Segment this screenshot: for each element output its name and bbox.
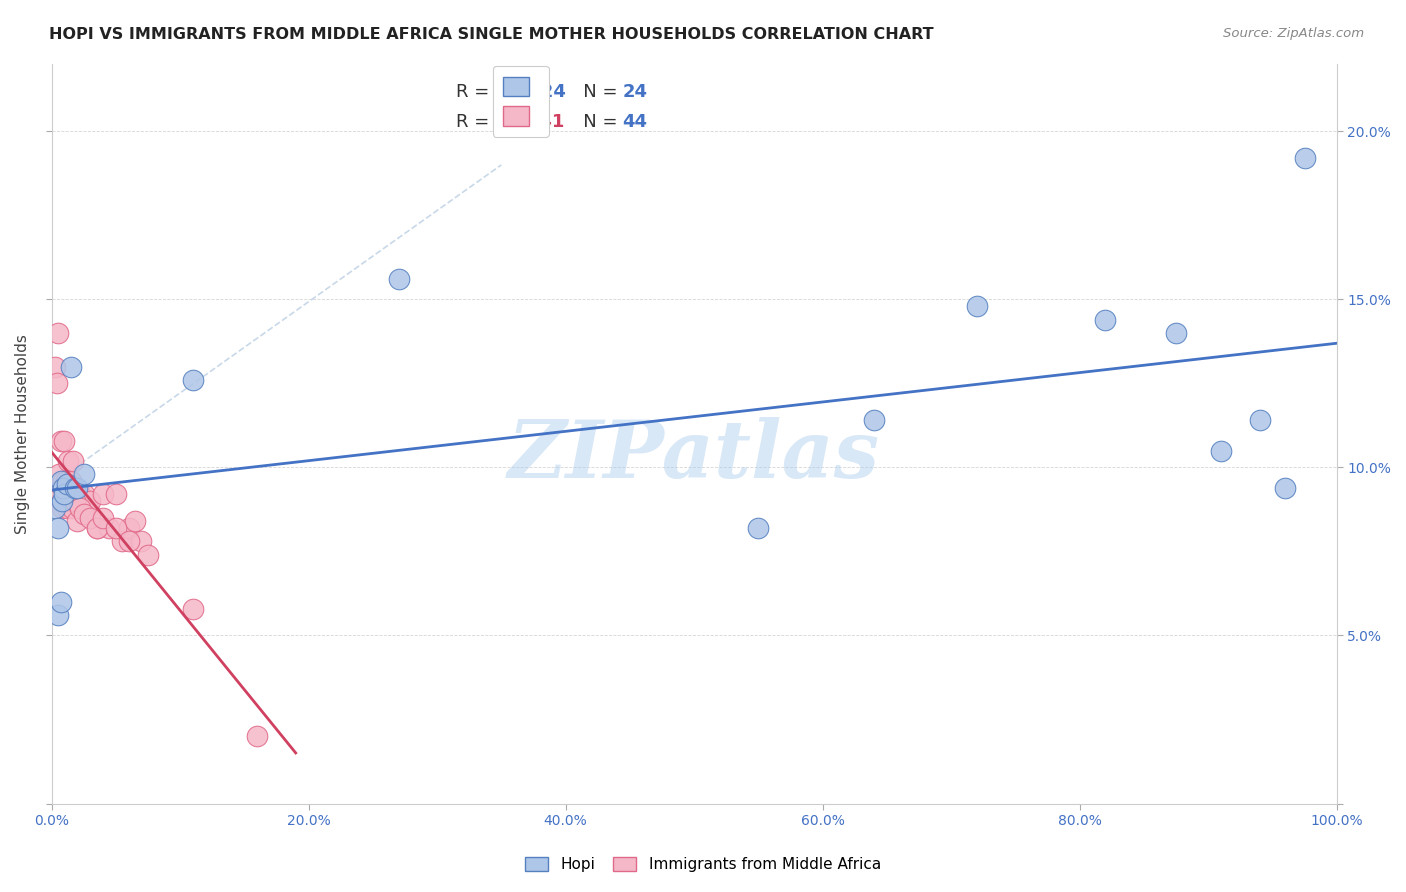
Point (1164, 326, 1187, 340)
Point (62, 453, 84, 467)
Point (52, 481, 75, 495)
Point (131, 534, 153, 549)
Point (1209, 443, 1232, 458)
Text: 44: 44 (621, 112, 647, 131)
Text: 24: 24 (621, 83, 647, 101)
Point (46, 326, 69, 340)
Point (117, 534, 139, 549)
Text: Source: ZipAtlas.com: Source: ZipAtlas.com (1223, 27, 1364, 40)
Point (53, 481, 76, 495)
Point (55, 474, 77, 488)
Point (91, 511, 114, 525)
Point (1094, 312, 1116, 326)
Point (42, 494, 65, 508)
Point (1249, 413, 1271, 427)
Point (747, 521, 769, 535)
Point (117, 521, 139, 535)
Point (863, 413, 886, 427)
Point (46, 608, 69, 623)
Point (48, 467, 70, 482)
Point (58, 494, 80, 508)
Point (181, 601, 204, 615)
Point (73, 467, 96, 482)
Point (124, 514, 146, 528)
Text: HOPI VS IMMIGRANTS FROM MIDDLE AFRICA SINGLE MOTHER HOUSEHOLDS CORRELATION CHART: HOPI VS IMMIGRANTS FROM MIDDLE AFRICA SI… (49, 27, 934, 42)
Point (73, 487, 96, 501)
Point (60, 500, 83, 515)
Point (58, 453, 80, 467)
Point (51, 494, 73, 508)
Point (52, 481, 75, 495)
Point (73, 508, 96, 522)
Point (51, 494, 73, 508)
Text: 0.424: 0.424 (509, 83, 567, 101)
Point (66, 481, 89, 495)
Point (63, 494, 86, 508)
Point (76, 500, 98, 515)
Point (79, 494, 101, 508)
Point (49, 434, 72, 448)
Point (69, 500, 91, 515)
Point (51, 500, 73, 515)
Text: -0.341: -0.341 (501, 112, 564, 131)
Point (104, 487, 127, 501)
Point (49, 595, 72, 609)
Text: N =: N = (565, 83, 623, 101)
Point (104, 521, 127, 535)
Point (86, 521, 108, 535)
Point (66, 514, 89, 528)
Text: N =: N = (565, 112, 623, 131)
Point (181, 373, 204, 387)
Point (111, 534, 134, 549)
Point (56, 477, 79, 491)
Point (49, 474, 72, 488)
Point (56, 500, 79, 515)
Text: R =: R = (457, 112, 495, 131)
Point (966, 299, 988, 313)
Y-axis label: Single Mother Households: Single Mother Households (15, 334, 30, 533)
Point (52, 474, 75, 488)
Legend: , : , (492, 66, 548, 137)
Point (86, 521, 108, 535)
Point (136, 548, 159, 562)
Point (69, 487, 91, 501)
Text: R =: R = (457, 83, 501, 101)
Text: ZIPatlas: ZIPatlas (508, 417, 880, 495)
Point (46, 521, 69, 535)
Point (44, 500, 66, 515)
Point (98, 521, 121, 535)
Point (79, 511, 101, 525)
Point (44, 359, 66, 374)
Point (59, 359, 82, 374)
Point (59, 474, 82, 488)
Point (45, 376, 67, 391)
Point (63, 481, 86, 495)
Point (1274, 481, 1296, 495)
Point (53, 487, 76, 501)
Point (91, 487, 114, 501)
Point (65, 494, 87, 508)
Point (1294, 151, 1316, 165)
Point (53, 434, 76, 448)
Point (387, 272, 409, 286)
Legend: Hopi, Immigrants from Middle Africa: Hopi, Immigrants from Middle Africa (517, 849, 889, 880)
Point (246, 729, 269, 743)
